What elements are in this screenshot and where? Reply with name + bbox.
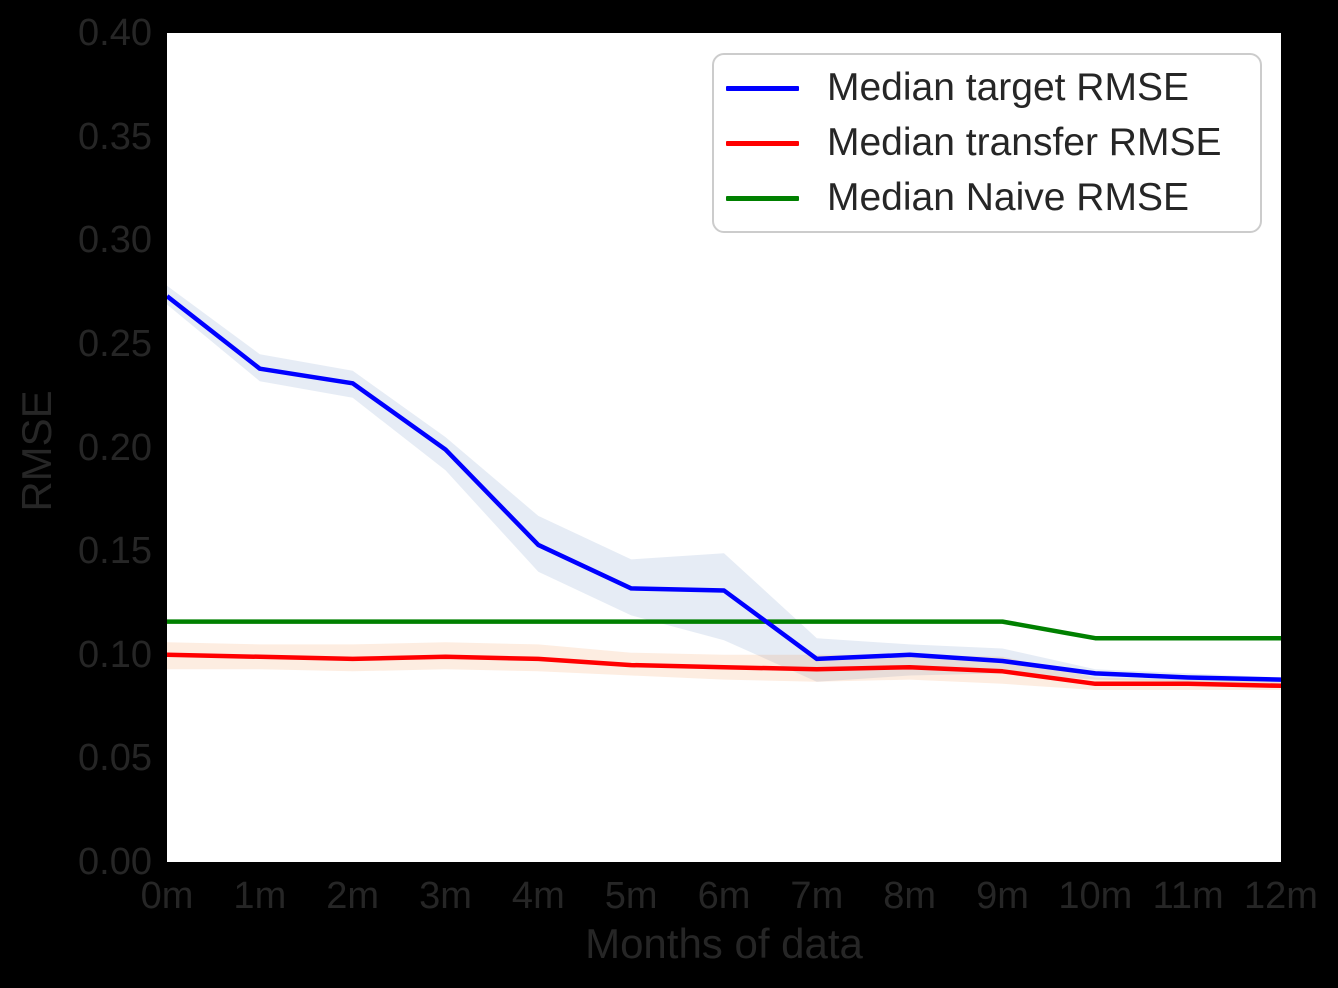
transfer-line-sample-icon — [726, 140, 799, 146]
x-tick-label-9m: 9m — [976, 875, 1029, 917]
x-tick-label-11m: 11m — [1152, 875, 1224, 917]
y-tick-label-0.35: 0.35 — [78, 115, 152, 158]
y-tick-label-0.40: 0.40 — [78, 12, 152, 54]
x-tick-label-4m: 4m — [511, 875, 565, 917]
median-target-rmse-band — [167, 285, 1281, 684]
x-tick-label-10m: 10m — [1058, 875, 1133, 917]
y-tick-label-0.00: 0.00 — [78, 841, 152, 883]
legend-item-naive: Median Naive RMSE — [714, 176, 1260, 220]
legend-item-target: Median target RMSE — [714, 66, 1260, 110]
x-axis-label: Months of data — [585, 920, 863, 967]
x-tick-label-5m: 5m — [604, 875, 658, 917]
x-tick-label-0m: 0m — [140, 875, 194, 917]
legend: Median target RMSE Median transfer RMSE … — [712, 53, 1262, 233]
naive-line-sample-icon — [726, 195, 799, 201]
y-tick-label-0.10: 0.10 — [78, 633, 152, 676]
median-naive-rmse-line — [167, 619, 1281, 641]
y-tick-label-0.25: 0.25 — [78, 322, 152, 365]
legend-label-transfer: Median transfer RMSE — [827, 121, 1222, 164]
x-tick-label-12m: 12m — [1244, 875, 1318, 917]
x-tick-label-8m: 8m — [883, 875, 937, 917]
x-tick-label-6m: 6m — [697, 875, 751, 917]
y-tick-label-0.05: 0.05 — [78, 737, 152, 780]
y-tick-label-0.30: 0.30 — [78, 219, 152, 262]
median-transfer-rmse-line — [167, 652, 1281, 689]
legend-label-target: Median target RMSE — [827, 66, 1189, 109]
target-line-sample-icon — [726, 85, 799, 91]
y-tick-label-0.20: 0.20 — [78, 426, 152, 469]
y-axis-label: RMSE — [12, 390, 60, 512]
x-tick-label-7m: 7m — [790, 875, 844, 917]
x-tick-label-1m: 1m — [233, 875, 287, 917]
y-tick-label-0.15: 0.15 — [78, 530, 152, 573]
legend-item-transfer: Median transfer RMSE — [714, 121, 1260, 165]
line-chart — [167, 285, 1281, 690]
x-tick-label-2m: 2m — [326, 875, 380, 917]
legend-label-naive: Median Naive RMSE — [827, 176, 1189, 219]
median-target-rmse-line — [167, 294, 1281, 682]
x-tick-label-3m: 3m — [419, 875, 472, 917]
